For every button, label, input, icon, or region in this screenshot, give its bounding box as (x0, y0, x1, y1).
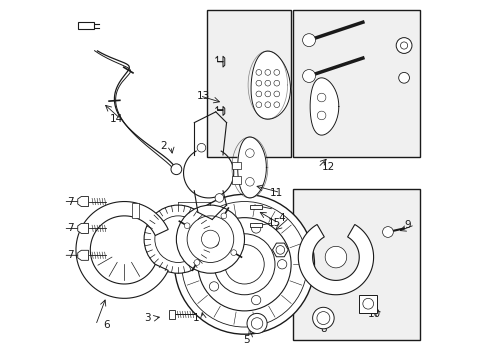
Circle shape (245, 149, 254, 157)
Circle shape (264, 91, 270, 97)
Circle shape (302, 34, 315, 46)
Circle shape (255, 102, 261, 108)
Text: 7: 7 (67, 224, 74, 233)
Circle shape (198, 218, 290, 311)
Circle shape (251, 318, 262, 329)
Text: 7: 7 (67, 197, 74, 207)
Polygon shape (78, 22, 94, 30)
Circle shape (277, 260, 286, 269)
Polygon shape (78, 224, 88, 233)
Circle shape (245, 177, 254, 186)
Circle shape (246, 314, 266, 333)
Bar (292, 10, 419, 157)
Polygon shape (78, 250, 88, 260)
Polygon shape (231, 162, 241, 169)
Circle shape (273, 80, 279, 86)
Polygon shape (131, 203, 139, 218)
Circle shape (224, 244, 264, 284)
Bar (206, 10, 290, 157)
Polygon shape (298, 225, 373, 295)
Circle shape (255, 80, 261, 86)
Circle shape (273, 91, 279, 97)
Circle shape (400, 42, 407, 49)
Bar (292, 189, 419, 339)
Circle shape (171, 164, 182, 175)
Text: 5: 5 (242, 334, 249, 345)
Circle shape (221, 213, 226, 219)
Polygon shape (231, 176, 241, 184)
Text: 3: 3 (144, 313, 150, 323)
Polygon shape (76, 202, 168, 298)
Circle shape (174, 194, 314, 334)
Text: 9: 9 (403, 220, 410, 230)
Circle shape (382, 226, 392, 237)
Circle shape (187, 216, 233, 262)
Circle shape (317, 111, 325, 120)
Circle shape (264, 80, 270, 86)
Circle shape (182, 202, 306, 327)
Circle shape (302, 69, 315, 82)
Circle shape (184, 223, 190, 229)
Text: 11: 11 (269, 188, 282, 198)
Circle shape (214, 234, 274, 295)
Circle shape (325, 246, 346, 268)
Circle shape (209, 282, 218, 291)
Circle shape (251, 296, 260, 305)
Circle shape (251, 224, 260, 233)
Circle shape (255, 69, 261, 75)
Circle shape (144, 205, 212, 273)
Text: 4: 4 (278, 213, 285, 222)
Circle shape (312, 307, 333, 329)
Text: 2: 2 (160, 141, 166, 151)
Circle shape (176, 205, 244, 273)
Circle shape (273, 102, 279, 108)
Polygon shape (272, 243, 287, 257)
Circle shape (316, 312, 329, 324)
Text: 12: 12 (322, 162, 335, 172)
Polygon shape (250, 51, 290, 119)
Polygon shape (78, 197, 88, 207)
Circle shape (215, 194, 223, 202)
Circle shape (317, 93, 325, 102)
Circle shape (197, 143, 205, 152)
Polygon shape (169, 310, 175, 319)
Circle shape (276, 246, 284, 254)
Text: 1: 1 (192, 313, 199, 323)
Circle shape (362, 298, 373, 309)
Circle shape (209, 238, 218, 247)
Text: 10: 10 (367, 310, 381, 319)
Polygon shape (359, 295, 376, 313)
Polygon shape (249, 205, 262, 209)
Text: 6: 6 (103, 320, 109, 330)
Circle shape (201, 230, 219, 248)
Circle shape (398, 72, 408, 83)
Polygon shape (309, 78, 338, 135)
Text: 7: 7 (67, 250, 74, 260)
Circle shape (264, 102, 270, 108)
Circle shape (264, 69, 270, 75)
Text: 14: 14 (110, 114, 123, 124)
Circle shape (230, 250, 236, 256)
Circle shape (273, 69, 279, 75)
Text: 15: 15 (267, 218, 281, 228)
Circle shape (194, 260, 200, 265)
Circle shape (155, 216, 201, 262)
Text: 8: 8 (319, 324, 326, 334)
Circle shape (395, 38, 411, 53)
Polygon shape (249, 223, 262, 226)
Polygon shape (237, 137, 266, 198)
Text: 13: 13 (197, 91, 210, 101)
Circle shape (255, 91, 261, 97)
